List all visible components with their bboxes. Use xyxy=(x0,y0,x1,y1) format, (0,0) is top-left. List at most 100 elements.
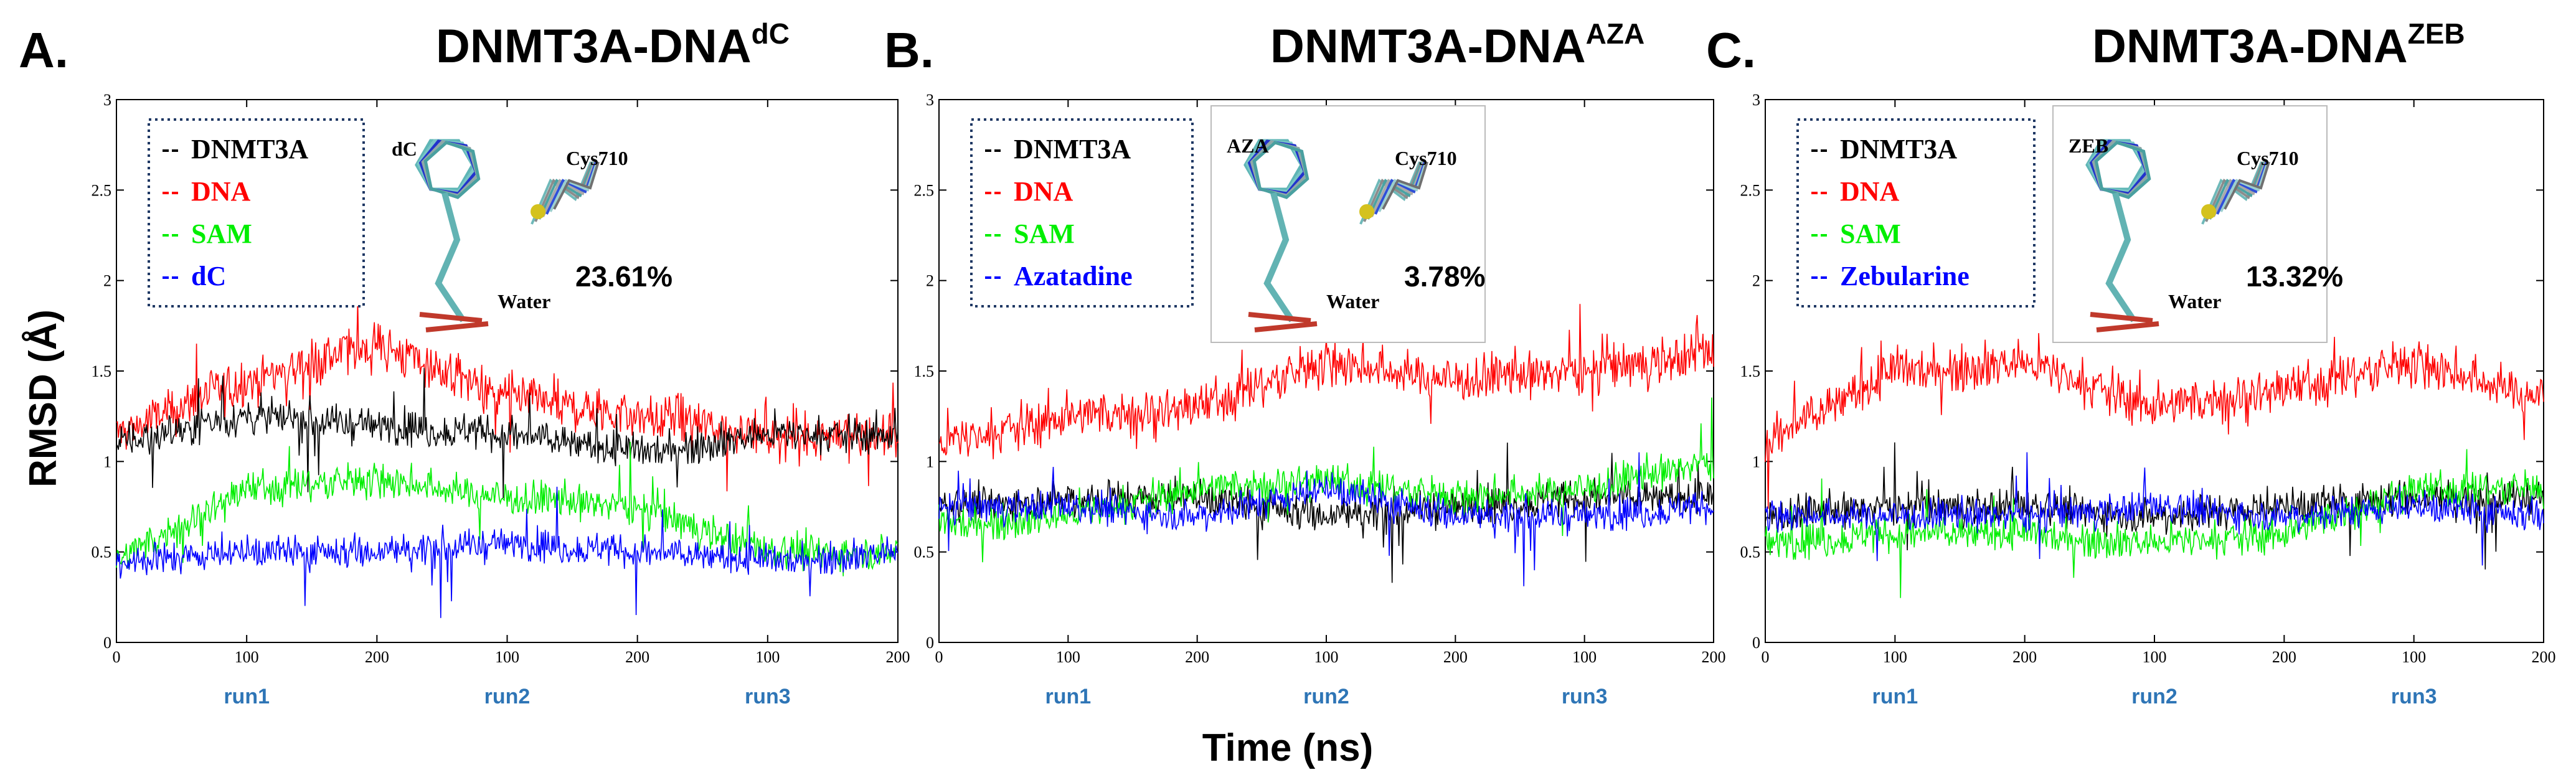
x-tick-label: 200 xyxy=(1443,648,1468,666)
y-tick-label: 0 xyxy=(103,634,111,652)
legend-entry: DNMT3A xyxy=(191,134,308,164)
panel-letter: B. xyxy=(884,22,934,78)
x-tick-label: 100 xyxy=(2143,648,2167,666)
cysteine-glyph xyxy=(1382,161,1428,210)
x-tick-label: 200 xyxy=(1185,648,1209,666)
series-line-dc xyxy=(116,486,899,618)
y-tick-label: 2 xyxy=(1752,272,1760,290)
panel-title-main: DNMT3A-DNA xyxy=(1270,20,1586,73)
cysteine-glyph xyxy=(1371,161,1425,217)
inset-percentage: 23.61% xyxy=(575,260,672,293)
cysteine-glyph xyxy=(553,161,600,210)
x-tick-label: 100 xyxy=(1883,648,1907,666)
series-line-dna xyxy=(116,300,899,492)
series-line-dna xyxy=(1765,333,2544,509)
y-tick-label: 1.5 xyxy=(914,362,935,380)
x-tick-label: 100 xyxy=(755,648,780,666)
series-line-dnmt3a xyxy=(938,442,1714,583)
legend-entry: Zebularine xyxy=(1840,261,1970,291)
panel-title-superscript: dC xyxy=(752,17,790,50)
legend-entry: DNA xyxy=(1840,176,1900,207)
series-line-sam xyxy=(116,441,899,576)
run-label-run3: run3 xyxy=(2391,685,2437,708)
legend-box xyxy=(970,118,1194,308)
y-tick-label: 1 xyxy=(103,453,111,471)
sulfur-glyph xyxy=(1359,204,1374,219)
ligand-phosphate-glyph xyxy=(2090,312,2159,332)
inset-residue-label: Cys710 xyxy=(2237,147,2299,169)
inset-residue-label: Cys710 xyxy=(1395,147,1457,169)
x-tick-label: 0 xyxy=(935,648,943,666)
x-tick-label: 200 xyxy=(625,648,649,666)
x-tick-label: 200 xyxy=(2532,648,2556,666)
series-line-sam xyxy=(1765,449,2544,598)
panel-title: DNMT3A-DNAZEB xyxy=(2092,17,2465,73)
cysteine-glyph xyxy=(1374,161,1426,215)
x-tick-label: 200 xyxy=(886,648,910,666)
x-tick-label: 100 xyxy=(1314,648,1339,666)
y-tick-label: 3 xyxy=(103,91,111,109)
series-line-zebularine xyxy=(1765,452,2544,566)
cysteine-glyph xyxy=(1367,161,1423,220)
y-tick-label: 2.5 xyxy=(1740,181,1761,199)
run-label-run1: run1 xyxy=(1872,685,1918,708)
legend-entry: dC xyxy=(191,261,226,291)
legend-entry: DNMT3A xyxy=(1840,134,1957,164)
cysteine-glyph xyxy=(2216,161,2268,215)
ligand-phosphate-glyph xyxy=(1248,312,1318,332)
legend-entry: DNA xyxy=(191,176,251,207)
x-tick-label: 100 xyxy=(235,648,259,666)
sulfur-glyph xyxy=(531,204,545,219)
ligand-tail-glyph xyxy=(2105,192,2137,322)
panel-letter: C. xyxy=(1706,22,1756,78)
x-tick-label: 200 xyxy=(1702,648,1726,666)
x-tick-label: 200 xyxy=(365,648,389,666)
legend-entry: DNMT3A xyxy=(1014,134,1131,164)
cysteine-glyph xyxy=(538,161,595,220)
ligand-ring-glyph xyxy=(2094,141,2151,199)
legend-box xyxy=(148,118,365,308)
y-tick-label: 1 xyxy=(926,453,934,471)
cysteine-glyph xyxy=(2224,161,2270,210)
inset-solvent-label: Water xyxy=(2168,290,2221,312)
panel-title: DNMT3A-DNAAZA xyxy=(1270,17,1644,73)
legend-entry: Azatadine xyxy=(1014,261,1133,291)
x-tick-label: 0 xyxy=(1762,648,1770,666)
cysteine-glyph xyxy=(549,161,598,212)
cysteine-glyph xyxy=(1378,161,1427,212)
run-label-run2: run2 xyxy=(1303,685,1349,708)
inset-ligand-label: dC xyxy=(392,138,417,160)
ligand-phosphate-glyph xyxy=(419,312,489,332)
run-label-run1: run1 xyxy=(224,685,270,708)
x-tick-label: 100 xyxy=(495,648,519,666)
panel-title-main: DNMT3A-DNA xyxy=(2092,20,2408,73)
y-tick-label: 2 xyxy=(926,272,934,290)
x-tick-label: 100 xyxy=(1056,648,1080,666)
x-tick-label: 200 xyxy=(2272,648,2296,666)
legend-box xyxy=(1796,118,2036,308)
series-line-dnmt3a xyxy=(1765,442,2544,570)
series-line-azatadine xyxy=(938,452,1714,586)
y-tick-label: 1 xyxy=(1752,453,1760,471)
panel-title: DNMT3A-DNAdC xyxy=(436,17,790,73)
ligand-ring-glyph xyxy=(423,141,481,199)
y-tick-label: 0 xyxy=(926,634,934,652)
inset-percentage: 3.78% xyxy=(1404,260,1485,293)
inset-percentage: 13.32% xyxy=(2246,260,2343,293)
inset-structure: dC Cys710 Water xyxy=(392,138,628,332)
inset-ligand-label: AZA xyxy=(1227,134,1269,157)
y-tick-label: 1.5 xyxy=(1740,362,1761,380)
inset-residue-label: Cys710 xyxy=(566,147,628,169)
y-tick-label: 0.5 xyxy=(914,543,935,562)
run-label-run1: run1 xyxy=(1045,685,1091,708)
y-tick-label: 0.5 xyxy=(1740,543,1761,562)
inset-solvent-label: Water xyxy=(498,290,550,312)
cysteine-glyph xyxy=(2212,161,2267,217)
legend-entry: SAM xyxy=(191,218,252,249)
ligand-tail-glyph xyxy=(435,192,466,322)
y-tick-label: 2.5 xyxy=(92,181,112,199)
panel-title-superscript: ZEB xyxy=(2408,17,2465,50)
